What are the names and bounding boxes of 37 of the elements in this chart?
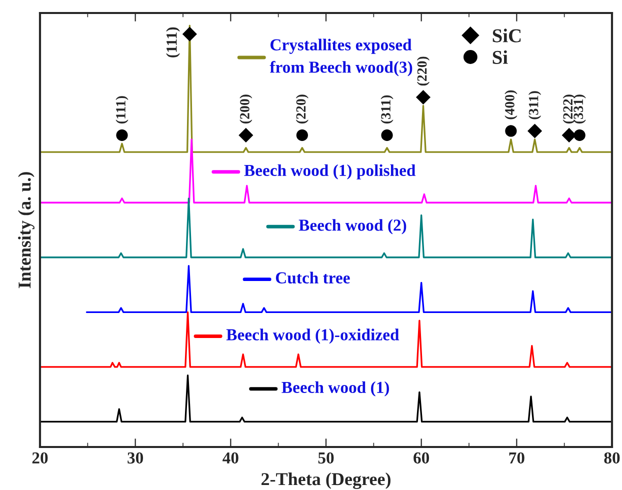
legend-label: Crystallites exposed from Beech wood(3) xyxy=(270,38,412,76)
point xyxy=(116,129,128,142)
point xyxy=(574,129,586,142)
point xyxy=(296,129,308,142)
annotation: (400) xyxy=(504,90,518,120)
point xyxy=(562,128,576,142)
legend-label: Beech wood (1)-oxidized xyxy=(226,328,400,344)
point xyxy=(416,90,431,105)
annotation: (220) xyxy=(416,56,430,86)
legend-label: Beech wood (1) polished xyxy=(244,164,416,180)
legend-label: Beech wood (1) xyxy=(282,381,389,396)
x-tick-label: 50 xyxy=(318,452,334,464)
legend-label: Cutch tree xyxy=(276,272,350,284)
legend-label: SiC xyxy=(492,28,521,42)
annotation: (311) xyxy=(528,91,542,120)
x-tick-label: 70 xyxy=(509,452,524,464)
annotation: (222) xyxy=(562,94,576,124)
legend-label: Beech wood (2) xyxy=(298,219,406,234)
point xyxy=(527,124,542,138)
x-tick-label: 40 xyxy=(222,452,238,464)
annotation: (331) xyxy=(573,94,586,124)
point xyxy=(182,26,197,42)
point xyxy=(238,128,254,142)
legend-label: Si xyxy=(492,50,508,64)
x-axis-title: 2-Theta (Degree) xyxy=(261,472,390,490)
annotation: (111) xyxy=(166,27,180,58)
y-axis-title: Intensity (a. u.) xyxy=(18,172,34,288)
annotation: (220) xyxy=(296,94,308,124)
x-tick-label: 20 xyxy=(32,452,48,464)
x-tick-label: 80 xyxy=(604,452,620,464)
x-tick-label: 60 xyxy=(414,452,430,464)
annotation: (311) xyxy=(380,95,394,124)
point xyxy=(505,125,517,137)
x-tick-label: 30 xyxy=(128,452,144,464)
annotation: (200) xyxy=(240,94,252,124)
annotation: (111) xyxy=(116,96,128,124)
point xyxy=(381,129,393,142)
